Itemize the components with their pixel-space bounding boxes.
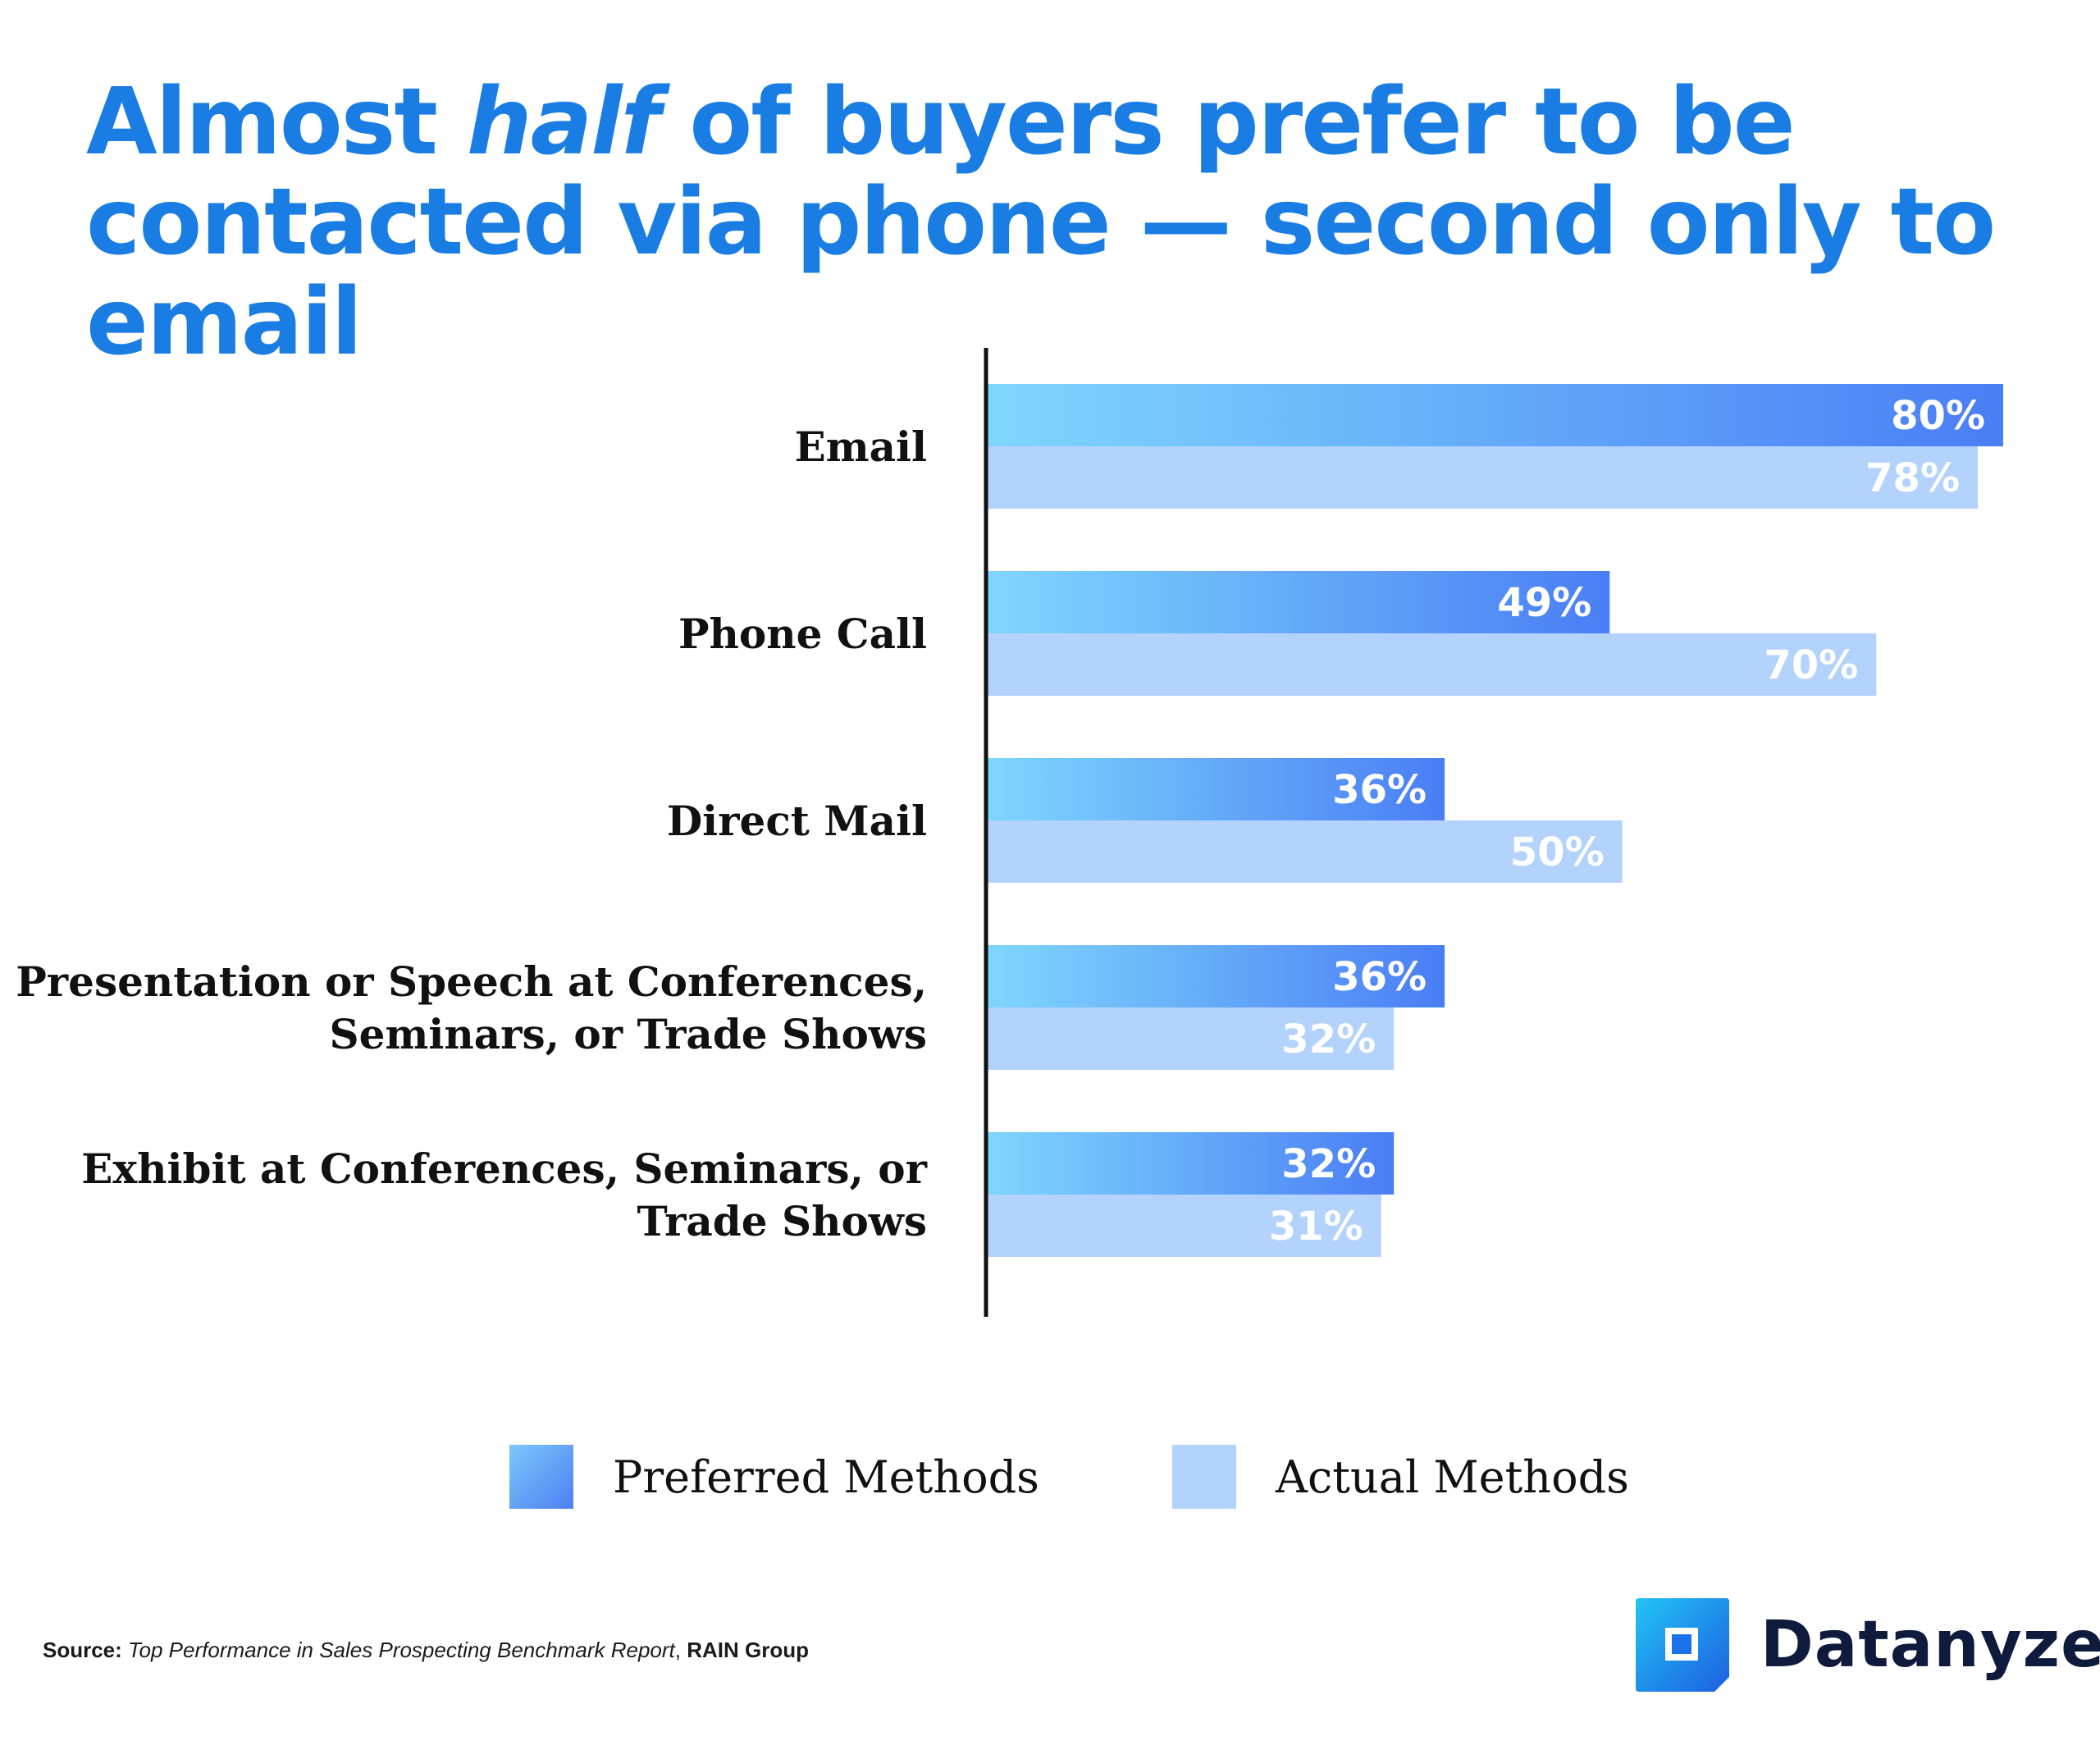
legend-swatch-actual (1172, 1445, 1236, 1509)
source-org: RAIN Group (687, 1638, 809, 1662)
bar-actual-email (988, 446, 1979, 509)
source-note: Source: Top Performance in Sales Prospec… (43, 1638, 809, 1663)
data-label-actual-email: 78% (1865, 455, 1960, 501)
legend-label-preferred: Preferred Methods (613, 1451, 1039, 1503)
bar-preferred-direct-mail (988, 758, 1445, 820)
legend-item-actual: Actual Methods (1172, 1444, 1629, 1510)
category-label-exhibit-at-conferences-seminars-or-trade-line-2: Trade Shows (637, 1197, 928, 1245)
data-label-preferred-email: 80% (1891, 393, 1985, 439)
source-report: Top Performance in Sales Prospecting Ben… (128, 1638, 675, 1662)
datanyze-logo-icon (1636, 1598, 1729, 1692)
source-separator: , (674, 1638, 681, 1662)
data-label-actual-phone-call: 70% (1764, 642, 1858, 688)
legend-item-preferred: Preferred Methods (509, 1444, 1039, 1510)
data-label-actual-exhibit-at-conferences-seminars-or-trade: 31% (1269, 1204, 1363, 1250)
title-part-2: of buyers prefer to be contacted via pho… (86, 69, 1996, 376)
title-part-1: Almost (86, 69, 467, 176)
bar-actual-direct-mail (988, 820, 1623, 883)
category-label-direct-mail-line-1: Direct Mail (667, 797, 927, 845)
category-labels-layer: Email Phone Call Direct Mail Presentation o… (16, 423, 927, 1245)
category-label-phone-call-line-1: Phone Call (678, 610, 927, 658)
bar-actual-phone-call (988, 633, 1877, 696)
brand-logo: Datanyze (1632, 1595, 2100, 1695)
chart-title: Almost half of buyers prefer to be conta… (86, 72, 2038, 372)
category-label-exhibit-at-conferences-seminars-or-trade-line-1: Exhibit at Conferences, Seminars, or (81, 1144, 927, 1193)
category-label-presentation-or-speech-at-conferences-se-line-1: Presentation or Speech at Conferences, (16, 957, 927, 1006)
bar-actual-presentation-or-speech-at-conferences-se (988, 1007, 1395, 1070)
legend-swatch-preferred (509, 1445, 573, 1509)
bars-layer: 80% 78% 49% 70% 36% 50% 36% 32% 32% 31% (988, 384, 2003, 1257)
data-label-actual-presentation-or-speech-at-conferences-se: 32% (1281, 1017, 1376, 1062)
data-label-preferred-phone-call: 49% (1497, 580, 1591, 626)
brand-name: Datanyze (1760, 1608, 2100, 1682)
source-label: Source: (43, 1638, 122, 1662)
bar-preferred-presentation-or-speech-at-conferences-se (988, 945, 1445, 1007)
category-label-presentation-or-speech-at-conferences-se-line-2: Seminars, or Trade Shows (330, 1010, 927, 1058)
data-label-preferred-exhibit-at-conferences-seminars-or-trade: 32% (1281, 1141, 1376, 1187)
category-label-email-line-1: Email (795, 423, 927, 471)
title-emphasis: half (466, 69, 660, 176)
bar-actual-exhibit-at-conferences-seminars-or-trade (988, 1195, 1381, 1257)
bar-preferred-exhibit-at-conferences-seminars-or-trade (988, 1132, 1395, 1195)
bar-preferred-phone-call (988, 571, 1610, 633)
data-label-actual-direct-mail: 50% (1510, 829, 1605, 875)
data-label-preferred-presentation-or-speech-at-conferences-se: 36% (1332, 954, 1427, 1000)
legend-label-actual: Actual Methods (1276, 1451, 1629, 1503)
bar-preferred-email (988, 384, 2003, 446)
bar-chart: 80% 78% 49% 70% 36% 50% 36% 32% 32% 31% Email Phon… (16, 348, 2003, 1317)
data-label-preferred-direct-mail: 36% (1332, 767, 1427, 813)
